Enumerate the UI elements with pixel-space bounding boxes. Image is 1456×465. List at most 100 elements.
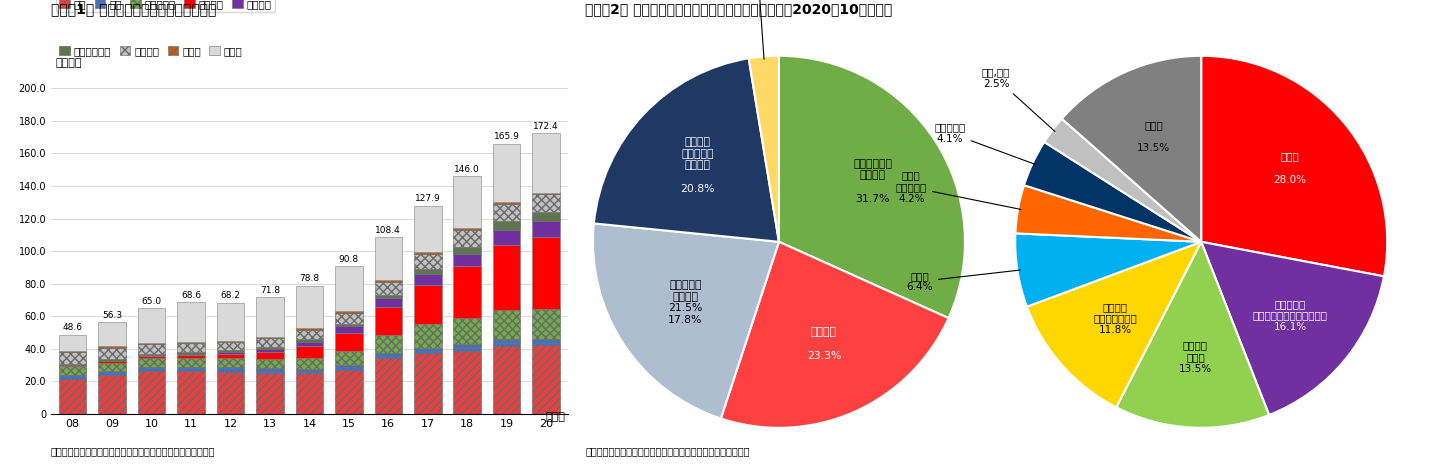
Bar [99,371,125,375]
Text: （資料）厚生労働省「「外国人雇用状況」の届出状況まとめ」: （資料）厚生労働省「「外国人雇用状況」の届出状況まとめ」 [585,446,750,457]
Bar [58,375,86,379]
Bar [296,330,323,339]
Text: 宿泊業，
飲食サービス業
11.8%: 宿泊業， 飲食サービス業 11.8% [1093,302,1137,335]
Bar [58,364,86,365]
Bar [533,237,561,309]
Bar [335,370,363,414]
Bar [414,269,441,274]
Bar [296,346,323,358]
Bar [178,358,205,367]
Bar [335,311,363,312]
Bar [296,339,323,342]
Bar [453,247,480,254]
Bar [374,280,402,281]
Text: 48.6: 48.6 [63,323,83,332]
Bar [533,194,561,212]
Bar [494,221,520,230]
Text: （万人）: （万人） [55,58,82,68]
Bar [256,347,284,349]
Wedge shape [748,56,779,242]
Bar [99,359,125,361]
Bar [374,294,402,298]
Bar [256,339,284,347]
Bar [99,363,125,371]
Bar [58,352,86,364]
Wedge shape [1044,119,1201,242]
Bar [374,238,402,280]
Text: 56.3: 56.3 [102,311,122,320]
Bar [217,367,245,372]
Text: 技能実習

23.3%: 技能実習 23.3% [807,327,842,360]
Bar [138,356,166,358]
Wedge shape [1024,142,1201,242]
Bar [217,303,245,341]
Bar [414,274,441,285]
Bar [58,351,86,352]
Text: 情報通信業
4.1%: 情報通信業 4.1% [935,122,1035,164]
Bar [414,254,441,269]
Bar [453,254,480,266]
Bar [374,335,402,352]
Bar [335,351,363,365]
Text: 医療,福祉
2.5%: 医療,福祉 2.5% [981,67,1056,132]
Bar [256,368,284,372]
Text: 68.2: 68.2 [220,292,240,300]
Bar [414,252,441,254]
Text: 建設業
6.4%: 建設業 6.4% [907,270,1021,292]
Bar [256,297,284,337]
Text: 身分に基づく
在留資格

31.7%: 身分に基づく 在留資格 31.7% [853,159,893,204]
Bar [178,352,205,354]
Wedge shape [1117,242,1270,428]
Bar [178,355,205,358]
Bar [256,372,284,414]
Bar [494,202,520,204]
Bar [217,354,245,358]
Bar [178,302,205,342]
Bar [138,308,166,343]
Text: （資料）厚生労働省「「外国人雇用状況」の届出状況まとめ」: （資料）厚生労働省「「外国人雇用状況」の届出状況まとめ」 [51,446,215,457]
Wedge shape [1201,242,1385,415]
Bar [533,309,561,339]
Text: ［図表2］ 産業別・在留資格別の外国人労働者割合（2020年10月時点）: ［図表2］ 産業別・在留資格別の外国人労働者割合（2020年10月時点） [585,2,893,16]
Text: 165.9: 165.9 [494,133,520,141]
Bar [494,204,520,221]
Wedge shape [1201,56,1388,276]
Bar [178,371,205,414]
Text: その他

13.5%: その他 13.5% [1137,120,1171,153]
Wedge shape [1061,56,1201,242]
Wedge shape [594,58,779,242]
Bar [414,348,441,353]
Bar [335,333,363,351]
Bar [256,337,284,339]
Bar [533,345,561,414]
Bar [178,354,205,355]
Bar [414,324,441,348]
Bar [99,348,125,359]
Wedge shape [779,56,965,318]
Bar [414,285,441,324]
Bar [453,266,480,318]
Bar [494,310,520,339]
Bar [296,328,323,330]
Bar [256,359,284,368]
Bar [374,352,402,358]
Text: 68.6: 68.6 [181,291,201,300]
Bar [374,298,402,307]
Bar [178,343,205,352]
Bar [217,358,245,367]
Bar [374,307,402,335]
Bar [335,326,363,333]
Text: 127.9: 127.9 [415,194,441,203]
Text: 78.8: 78.8 [300,274,319,283]
Bar [256,349,284,352]
Bar [453,230,480,247]
Text: 172.4: 172.4 [533,122,559,131]
Bar [138,344,166,354]
Bar [138,343,166,344]
Wedge shape [1026,242,1201,407]
Wedge shape [1015,233,1201,306]
Bar [374,358,402,414]
Bar [533,339,561,345]
Text: 小売業，
卸売業
13.5%: 小売業， 卸売業 13.5% [1179,340,1211,373]
Bar [296,286,323,328]
